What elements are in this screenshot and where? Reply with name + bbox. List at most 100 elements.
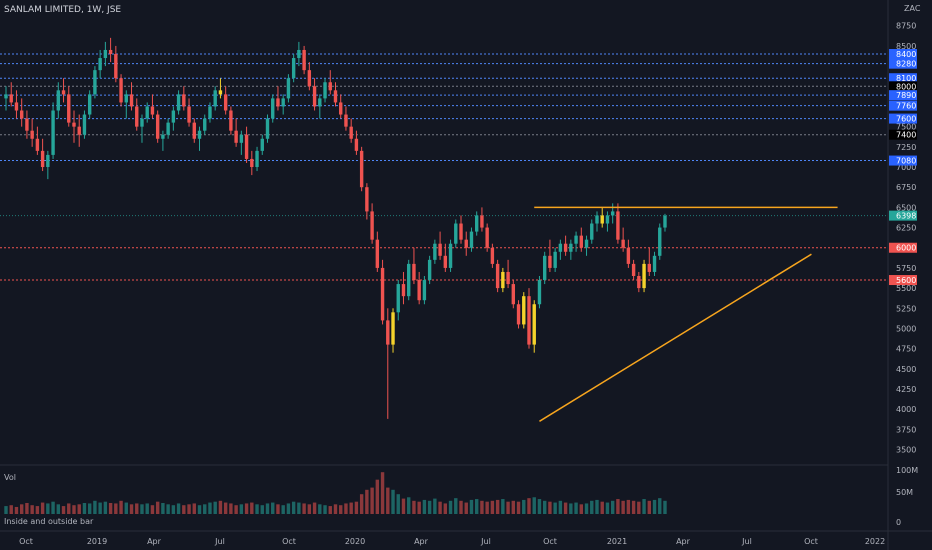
- volume-tick-label: 0: [896, 518, 901, 527]
- volume-bar: [464, 502, 468, 514]
- candle: [239, 130, 244, 155]
- time-axis[interactable]: Oct 2019 Apr Jul Oct 2020 Apr Jul Oct 2021 Apr Jul O…: [19, 537, 885, 546]
- candle: [4, 86, 8, 111]
- volume-bar: [626, 499, 631, 514]
- volume-bar: [386, 487, 390, 514]
- candle: [312, 78, 317, 111]
- price-tick-label: 6750: [896, 183, 916, 192]
- volume-bar: [637, 501, 641, 514]
- candle: [114, 45, 118, 83]
- candle: [584, 235, 589, 256]
- volume-bar: [93, 500, 97, 514]
- candle: [412, 247, 416, 285]
- candle: [590, 219, 594, 244]
- volume-bar: [354, 501, 359, 514]
- volume-bar: [485, 501, 489, 514]
- price-tick-label: 5000: [896, 324, 916, 333]
- candle: [150, 94, 155, 119]
- candle: [176, 90, 181, 115]
- candle: [46, 150, 50, 180]
- candle: [286, 74, 291, 103]
- volume-bar: [51, 501, 55, 514]
- volume-bar: [323, 505, 327, 514]
- candle: [307, 62, 312, 91]
- candle: [532, 300, 536, 353]
- volume-bar: [563, 502, 568, 514]
- candle: [380, 259, 385, 325]
- time-tick-label: 2021: [607, 537, 627, 546]
- price-badge-label: 7080: [896, 157, 916, 166]
- price-badge: [889, 73, 917, 84]
- volume-bar: [407, 497, 411, 514]
- candle: [506, 259, 510, 289]
- candle: [328, 70, 332, 95]
- volume-bar: [511, 500, 516, 514]
- price-badge: [889, 58, 917, 69]
- time-tick-label: Oct: [282, 537, 296, 546]
- volume-bar: [569, 503, 573, 514]
- time-tick-label: Jul: [480, 537, 491, 546]
- candle: [443, 243, 448, 272]
- candle: [30, 118, 34, 147]
- candle: [9, 82, 13, 107]
- price-tick-label: 8750: [896, 22, 916, 31]
- candle: [108, 37, 113, 63]
- volume-bar: [208, 502, 212, 514]
- candle: [344, 106, 348, 131]
- volume-bar: [265, 503, 270, 514]
- candle: [51, 102, 55, 159]
- trendline-support[interactable]: [539, 253, 812, 422]
- candle: [119, 74, 123, 107]
- candle: [72, 110, 76, 143]
- candle: [490, 243, 495, 268]
- volume-bar: [516, 501, 521, 514]
- candle: [427, 255, 432, 285]
- price-tick-label: 4250: [896, 385, 916, 394]
- price-badge: [889, 81, 917, 92]
- volume-bar: [553, 502, 557, 514]
- time-tick-label: Apr: [414, 537, 429, 546]
- time-tick-label: Jul: [214, 537, 225, 546]
- volume-bar: [422, 499, 427, 514]
- time-tick-label: 2019: [87, 537, 107, 546]
- volume-bar: [370, 487, 374, 514]
- price-tick-label: 5500: [896, 284, 916, 293]
- volume-bar: [375, 479, 380, 514]
- candle: [271, 94, 275, 123]
- candle: [574, 231, 578, 252]
- candle: [171, 106, 176, 131]
- volume-bar: [182, 505, 186, 514]
- candle: [140, 114, 144, 143]
- candle: [203, 114, 207, 135]
- candle: [563, 235, 568, 256]
- candle: [93, 66, 97, 99]
- candle: [234, 118, 238, 147]
- volume-bar: [663, 500, 667, 514]
- volume-bar: [621, 500, 625, 514]
- price-tick-label: 8500: [896, 42, 916, 51]
- price-badge-label: 7760: [896, 102, 916, 111]
- volume-bar: [616, 499, 620, 514]
- candle: [67, 86, 71, 127]
- candle: [223, 86, 228, 115]
- volume-bar: [454, 498, 458, 514]
- volume-bar: [339, 505, 343, 514]
- candle: [82, 110, 87, 139]
- candle: [663, 213, 667, 232]
- trendlines[interactable]: [534, 206, 838, 422]
- candle: [637, 271, 641, 293]
- volume-bar: [176, 503, 181, 514]
- volume-bar: [135, 503, 139, 514]
- volume-bar: [56, 504, 60, 514]
- price-tick-label: 5750: [896, 264, 916, 273]
- candle: [579, 227, 583, 252]
- chart-title: SANLAM LIMITED, 1W, JSE: [4, 5, 121, 15]
- volume-bar: [490, 500, 495, 514]
- price-badge: [889, 113, 917, 124]
- candle: [25, 110, 29, 139]
- candle: [166, 118, 170, 139]
- candle: [375, 231, 380, 272]
- candle: [401, 271, 406, 305]
- volume-bar: [506, 501, 510, 514]
